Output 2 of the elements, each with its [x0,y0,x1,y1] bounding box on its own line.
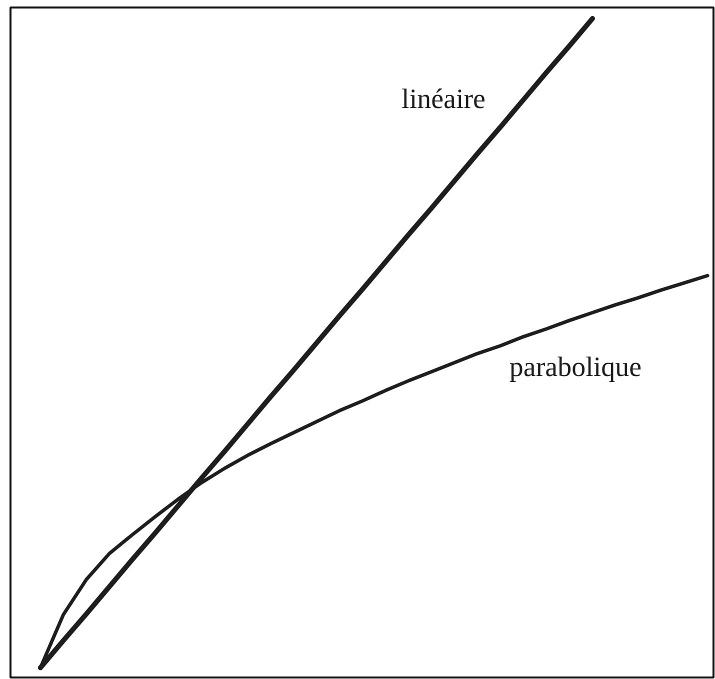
series-label: linéaire [402,84,486,116]
series-label: parabolique [509,352,642,383]
